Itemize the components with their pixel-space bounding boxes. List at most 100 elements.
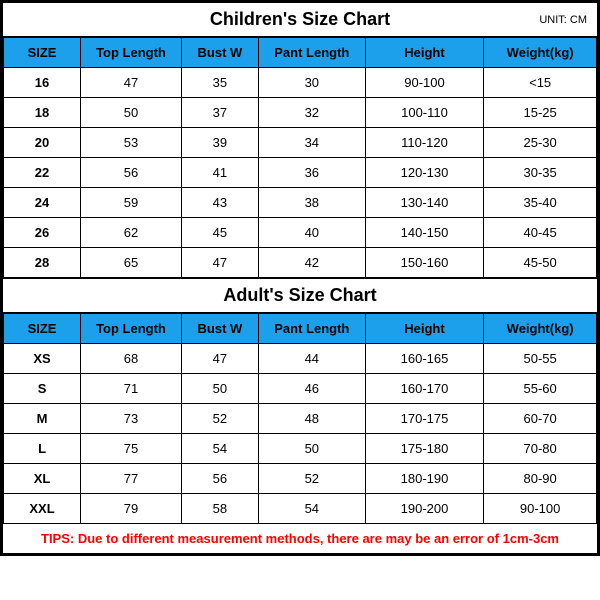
table-cell: 60-70 — [484, 404, 597, 434]
table-cell: 160-170 — [365, 374, 484, 404]
table-cell: 56 — [81, 158, 182, 188]
table-cell: 140-150 — [365, 218, 484, 248]
table-cell: S — [4, 374, 81, 404]
table-cell: 25-30 — [484, 128, 597, 158]
unit-label: UNIT: CM — [539, 14, 587, 26]
table-cell: 38 — [258, 188, 365, 218]
children-tbody: 1647353090-100<1518503732100-11015-25205… — [4, 68, 597, 278]
table-cell: 120-130 — [365, 158, 484, 188]
col-height: Height — [365, 38, 484, 68]
table-cell: 190-200 — [365, 494, 484, 524]
table-cell: 50 — [181, 374, 258, 404]
table-cell: XL — [4, 464, 81, 494]
adult-size-table: SIZE Top Length Bust W Pant Length Heigh… — [3, 313, 597, 524]
table-row: XS684744160-16550-55 — [4, 344, 597, 374]
table-cell: 40 — [258, 218, 365, 248]
table-cell: 41 — [181, 158, 258, 188]
col-weight: Weight(kg) — [484, 314, 597, 344]
table-cell: 28 — [4, 248, 81, 278]
table-cell: 35-40 — [484, 188, 597, 218]
col-bust-w: Bust W — [181, 314, 258, 344]
table-row: L755450175-18070-80 — [4, 434, 597, 464]
children-title: Children's Size Chart — [210, 9, 390, 30]
table-cell: 30-35 — [484, 158, 597, 188]
col-size: SIZE — [4, 38, 81, 68]
table-cell: L — [4, 434, 81, 464]
table-row: 1647353090-100<15 — [4, 68, 597, 98]
table-cell: 46 — [258, 374, 365, 404]
adult-title-row: Adult's Size Chart — [3, 278, 597, 313]
table-cell: 180-190 — [365, 464, 484, 494]
table-cell: 15-25 — [484, 98, 597, 128]
table-cell: 52 — [181, 404, 258, 434]
table-cell: 62 — [81, 218, 182, 248]
adult-tbody: XS684744160-16550-55S715046160-17055-60M… — [4, 344, 597, 524]
table-cell: 32 — [258, 98, 365, 128]
table-cell: 45 — [181, 218, 258, 248]
table-cell: XXL — [4, 494, 81, 524]
col-top-length: Top Length — [81, 314, 182, 344]
table-cell: 39 — [181, 128, 258, 158]
col-top-length: Top Length — [81, 38, 182, 68]
table-cell: 45-50 — [484, 248, 597, 278]
table-cell: 73 — [81, 404, 182, 434]
table-cell: 68 — [81, 344, 182, 374]
table-cell: 79 — [81, 494, 182, 524]
table-cell: 80-90 — [484, 464, 597, 494]
table-cell: 40-45 — [484, 218, 597, 248]
table-cell: 71 — [81, 374, 182, 404]
table-cell: 150-160 — [365, 248, 484, 278]
table-cell: 16 — [4, 68, 81, 98]
table-cell: 22 — [4, 158, 81, 188]
col-pant-length: Pant Length — [258, 38, 365, 68]
table-row: 26624540140-15040-45 — [4, 218, 597, 248]
table-cell: 36 — [258, 158, 365, 188]
table-cell: 55-60 — [484, 374, 597, 404]
table-row: M735248170-17560-70 — [4, 404, 597, 434]
tips-note: TIPS: Due to different measurement metho… — [3, 524, 597, 553]
table-cell: 37 — [181, 98, 258, 128]
table-cell: 170-175 — [365, 404, 484, 434]
col-size: SIZE — [4, 314, 81, 344]
table-cell: <15 — [484, 68, 597, 98]
table-cell: M — [4, 404, 81, 434]
table-row: 24594338130-14035-40 — [4, 188, 597, 218]
adult-title: Adult's Size Chart — [223, 285, 376, 306]
col-weight: Weight(kg) — [484, 38, 597, 68]
col-pant-length: Pant Length — [258, 314, 365, 344]
children-title-row: Children's Size Chart UNIT: CM — [3, 3, 597, 37]
table-cell: 54 — [181, 434, 258, 464]
table-cell: 47 — [181, 248, 258, 278]
table-cell: 110-120 — [365, 128, 484, 158]
table-cell: 18 — [4, 98, 81, 128]
table-cell: 160-165 — [365, 344, 484, 374]
table-cell: 90-100 — [365, 68, 484, 98]
table-row: XL775652180-19080-90 — [4, 464, 597, 494]
table-cell: 47 — [81, 68, 182, 98]
table-cell: 20 — [4, 128, 81, 158]
table-cell: 70-80 — [484, 434, 597, 464]
table-row: 22564136120-13030-35 — [4, 158, 597, 188]
table-row: 28654742150-16045-50 — [4, 248, 597, 278]
table-cell: 43 — [181, 188, 258, 218]
table-cell: 50 — [81, 98, 182, 128]
table-cell: 59 — [81, 188, 182, 218]
table-cell: 65 — [81, 248, 182, 278]
table-cell: 52 — [258, 464, 365, 494]
table-cell: 75 — [81, 434, 182, 464]
table-cell: 34 — [258, 128, 365, 158]
table-cell: 42 — [258, 248, 365, 278]
table-cell: XS — [4, 344, 81, 374]
table-cell: 35 — [181, 68, 258, 98]
table-row: 18503732100-11015-25 — [4, 98, 597, 128]
children-size-table: SIZE Top Length Bust W Pant Length Heigh… — [3, 37, 597, 278]
col-bust-w: Bust W — [181, 38, 258, 68]
table-cell: 30 — [258, 68, 365, 98]
table-cell: 24 — [4, 188, 81, 218]
table-row: S715046160-17055-60 — [4, 374, 597, 404]
children-header-row: SIZE Top Length Bust W Pant Length Heigh… — [4, 38, 597, 68]
table-cell: 175-180 — [365, 434, 484, 464]
table-cell: 50-55 — [484, 344, 597, 374]
table-cell: 50 — [258, 434, 365, 464]
col-height: Height — [365, 314, 484, 344]
